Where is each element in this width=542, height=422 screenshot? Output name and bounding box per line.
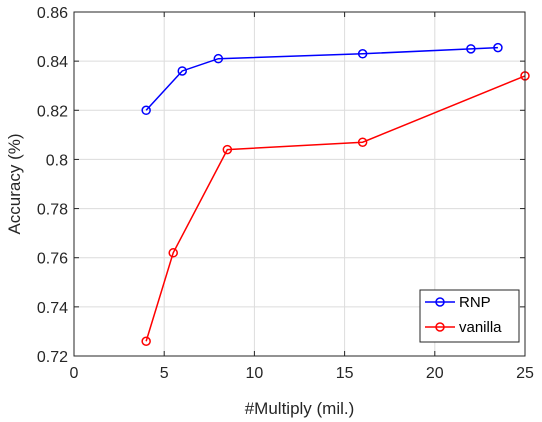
data-point-rnp: [141, 105, 151, 116]
y-tick-label: 0.72: [37, 349, 68, 366]
legend-marker-vanilla: [435, 322, 445, 332]
tick-labels: 0 5 10 15 20 25 0.72 0.74 0.76 0.78 0.8 0.82 0.84 0.8…: [37, 5, 534, 382]
data-point-rnp: [213, 53, 224, 64]
y-tick-label: 0.76: [37, 251, 68, 268]
x-tick-label: 0: [70, 365, 79, 382]
data-point-rnp: [357, 49, 368, 59]
y-tick-label: 0.82: [37, 103, 68, 120]
axis-ticks: [73, 11, 526, 357]
series-rnp: [141, 42, 503, 116]
x-axis-label: #Multiply (mil.): [245, 399, 355, 418]
data-point-vanilla: [357, 137, 368, 147]
legend-label-vanilla: vanilla: [459, 319, 502, 336]
y-tick-label: 0.84: [37, 54, 68, 71]
data-point-vanilla: [168, 248, 178, 258]
x-tick-label: 5: [160, 365, 169, 382]
y-tick-label: 0.78: [37, 202, 68, 219]
plot-frame: [73, 11, 526, 357]
x-tick-label: 25: [516, 365, 534, 382]
data-point-vanilla: [141, 336, 151, 347]
data-point-rnp: [177, 66, 187, 76]
y-tick-label: 0.74: [37, 300, 68, 317]
y-tick-label: 0.8: [46, 152, 68, 169]
x-tick-label: 10: [246, 365, 264, 382]
series-line-vanilla: [145, 75, 526, 342]
series-layer: [141, 42, 530, 347]
data-point-rnp: [493, 42, 503, 53]
data-point-vanilla: [222, 144, 233, 155]
legend-box: [419, 289, 520, 343]
y-tick-label: 0.86: [37, 5, 68, 22]
y-axis-label: Accuracy (%): [5, 133, 24, 234]
x-tick-label: 15: [336, 365, 354, 382]
legend: RNP vanilla: [419, 289, 520, 343]
legend-marker-rnp: [435, 297, 445, 307]
data-point-rnp: [466, 44, 476, 54]
x-tick-label: 20: [426, 365, 444, 382]
legend-label-rnp: RNP: [459, 294, 491, 311]
